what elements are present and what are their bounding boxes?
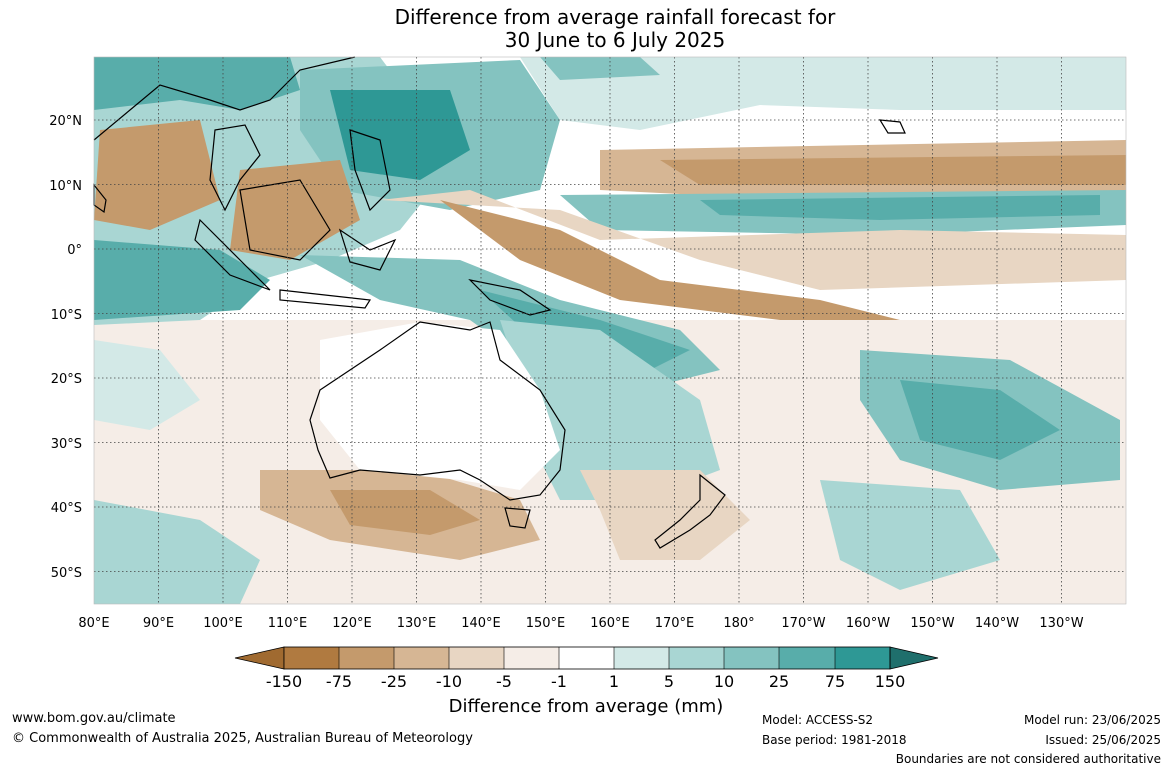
region-dry-tasman [580, 470, 750, 560]
chart-title-line-2: 30 June to 6 July 2025 [504, 28, 726, 52]
lat-label: 20°S [51, 372, 82, 387]
region-wet-philippines-core [330, 90, 470, 180]
colorbar-bin [284, 647, 339, 669]
colorbar-bin [559, 647, 614, 669]
region-wet-southern-ocean [820, 480, 1000, 590]
lon-label: 110°E [268, 616, 308, 631]
coast-sulawesi [338, 228, 397, 271]
coast-tasmania [504, 507, 531, 529]
colorbar-bin [669, 647, 724, 669]
coastlines [93, 56, 906, 549]
region-wet-south-pacific-core [900, 380, 1060, 460]
footer-disclaimer: Boundaries are not considered authoritat… [895, 752, 1161, 766]
lon-label: 150°W [910, 616, 954, 631]
colorbar-tick: -25 [381, 672, 407, 691]
region-dry-equatorial-core [440, 200, 900, 320]
coast-new-guinea [468, 279, 552, 316]
lat-label: 10°N [49, 179, 82, 194]
footer-website[interactable]: www.bom.gov.au/climate [12, 711, 176, 726]
lon-label: 80°E [78, 616, 109, 631]
latitude-labels: 20°N 10°N 0° 10°S 20°S 30°S 40°S 50°S [49, 114, 82, 581]
region-dry-southern-australia-core [330, 490, 480, 535]
lon-label: 160°E [590, 616, 630, 631]
region-dry-indochina [94, 120, 220, 230]
footer-model-run: Model run: 23/06/2025 [1023, 713, 1161, 727]
region-dry-pacific-10n-core [660, 155, 1126, 185]
lon-label: 170°W [781, 616, 825, 631]
footer-base-period: Base period: 1981-2018 [762, 733, 907, 747]
lat-label: 50°S [51, 566, 82, 581]
colorbar-bin [614, 647, 669, 669]
region-wet-north-pacific-core [540, 57, 660, 80]
footer-copyright: © Commonwealth of Australia 2025, Austra… [12, 731, 473, 746]
lat-label: 10°S [51, 308, 82, 323]
colorbar-outline [283, 646, 891, 670]
coast-australia [309, 321, 566, 501]
region-dry-borneo [230, 160, 360, 260]
colorbar-bin [504, 647, 559, 669]
colorbar-tick: -10 [436, 672, 462, 691]
coast-hawaii [878, 119, 906, 134]
coast-java [279, 289, 372, 309]
colorbar-bin [339, 647, 394, 669]
colorbar-tick: -5 [496, 672, 512, 691]
lon-label: 130°W [1039, 616, 1083, 631]
coast-asia-north [93, 56, 356, 141]
region-wet-southwest [94, 500, 260, 604]
colorbar-tick: -150 [266, 672, 302, 691]
colorbar-bin [449, 647, 504, 669]
region-wet-pacific-5n-core [700, 195, 1100, 220]
colorbar-bin [724, 647, 779, 669]
colorbar-tick: -75 [326, 672, 352, 691]
lon-label: 130°E [397, 616, 437, 631]
lon-label: 170°E [655, 616, 695, 631]
footer-issued: Issued: 25/06/2025 [1045, 733, 1161, 747]
colorbar-bin [835, 647, 890, 669]
lon-label: 180° [723, 616, 754, 631]
colorbar-tick: -1 [551, 672, 567, 691]
longitude-labels: 80°E 90°E 100°E 110°E 120°E 130°E 140°E … [78, 616, 1083, 631]
region-wet-west-indian-ocean [94, 340, 200, 430]
lat-label: 30°S [51, 437, 82, 452]
lat-label: 20°N [49, 114, 82, 129]
coast-indochina [209, 124, 261, 212]
lat-label: 40°S [51, 501, 82, 516]
coast-new-zealand [654, 473, 726, 549]
colorbar-label: Difference from average (mm) [448, 696, 724, 717]
colorbar-tick: 75 [825, 672, 845, 691]
region-neutral-australia [320, 322, 560, 490]
coast-borneo [239, 179, 331, 261]
lat-label: 0° [67, 243, 82, 258]
lon-label: 150°E [526, 616, 566, 631]
graticule [94, 57, 1126, 604]
colorbar-tick: 1 [609, 672, 619, 691]
coast-philippines [349, 129, 391, 212]
colorbar-tick: 10 [714, 672, 734, 691]
colorbar-tick: 25 [769, 672, 789, 691]
colorbar-tick: 150 [875, 672, 906, 691]
colorbar-tick: 5 [664, 672, 674, 691]
lon-label: 120°E [332, 616, 372, 631]
colorbar: -150 -75 -25 -10 -5 -1 1 5 10 25 75 150 [234, 646, 939, 691]
map-field [94, 57, 1126, 604]
footer-model: Model: ACCESS-S2 [762, 713, 874, 727]
colorbar-arrow-right [889, 646, 939, 670]
lon-label: 140°W [975, 616, 1019, 631]
lon-label: 140°E [461, 616, 501, 631]
lon-label: 90°E [143, 616, 174, 631]
lon-label: 100°E [203, 616, 243, 631]
map-frame [93, 56, 1127, 605]
chart-title-line-1: Difference from average rainfall forecas… [394, 5, 836, 29]
colorbar-bin [779, 647, 835, 669]
colorbar-arrow-left [234, 646, 285, 670]
region-dry-equatorial [380, 190, 1126, 290]
lon-label: 160°W [846, 616, 890, 631]
region-wet-indian-ocean [94, 240, 270, 320]
colorbar-bin [394, 647, 449, 669]
coast-sumatra [194, 218, 271, 291]
region-wet-north-pacific [520, 57, 1126, 130]
